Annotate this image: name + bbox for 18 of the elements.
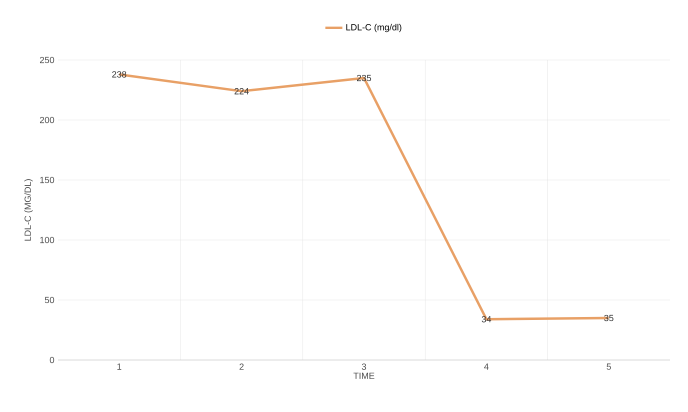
x-tick-label: 4 bbox=[484, 364, 489, 370]
x-tick-label: 1 bbox=[117, 364, 122, 370]
legend-label: LDL-C (mg/dl) bbox=[346, 24, 402, 32]
x-tick-label: 3 bbox=[362, 364, 366, 370]
y-tick-label: 250 bbox=[40, 56, 54, 64]
data-label: 35 bbox=[604, 314, 614, 322]
data-label: 238 bbox=[112, 71, 126, 78]
y-tick-label: 150 bbox=[40, 176, 54, 184]
y-tick-label: 100 bbox=[40, 236, 54, 244]
x-axis-title: TIME bbox=[353, 372, 374, 379]
y-axis-title: LDL-C (MG/DL) bbox=[24, 179, 33, 241]
x-tick-label: 5 bbox=[606, 364, 611, 370]
data-label: 235 bbox=[356, 74, 372, 82]
x-tick-label: 2 bbox=[240, 364, 244, 370]
y-tick-label: 200 bbox=[40, 116, 54, 124]
y-tick-label: 50 bbox=[44, 296, 54, 304]
y-tick-label: 0 bbox=[50, 356, 54, 364]
data-label: 34 bbox=[482, 316, 492, 322]
